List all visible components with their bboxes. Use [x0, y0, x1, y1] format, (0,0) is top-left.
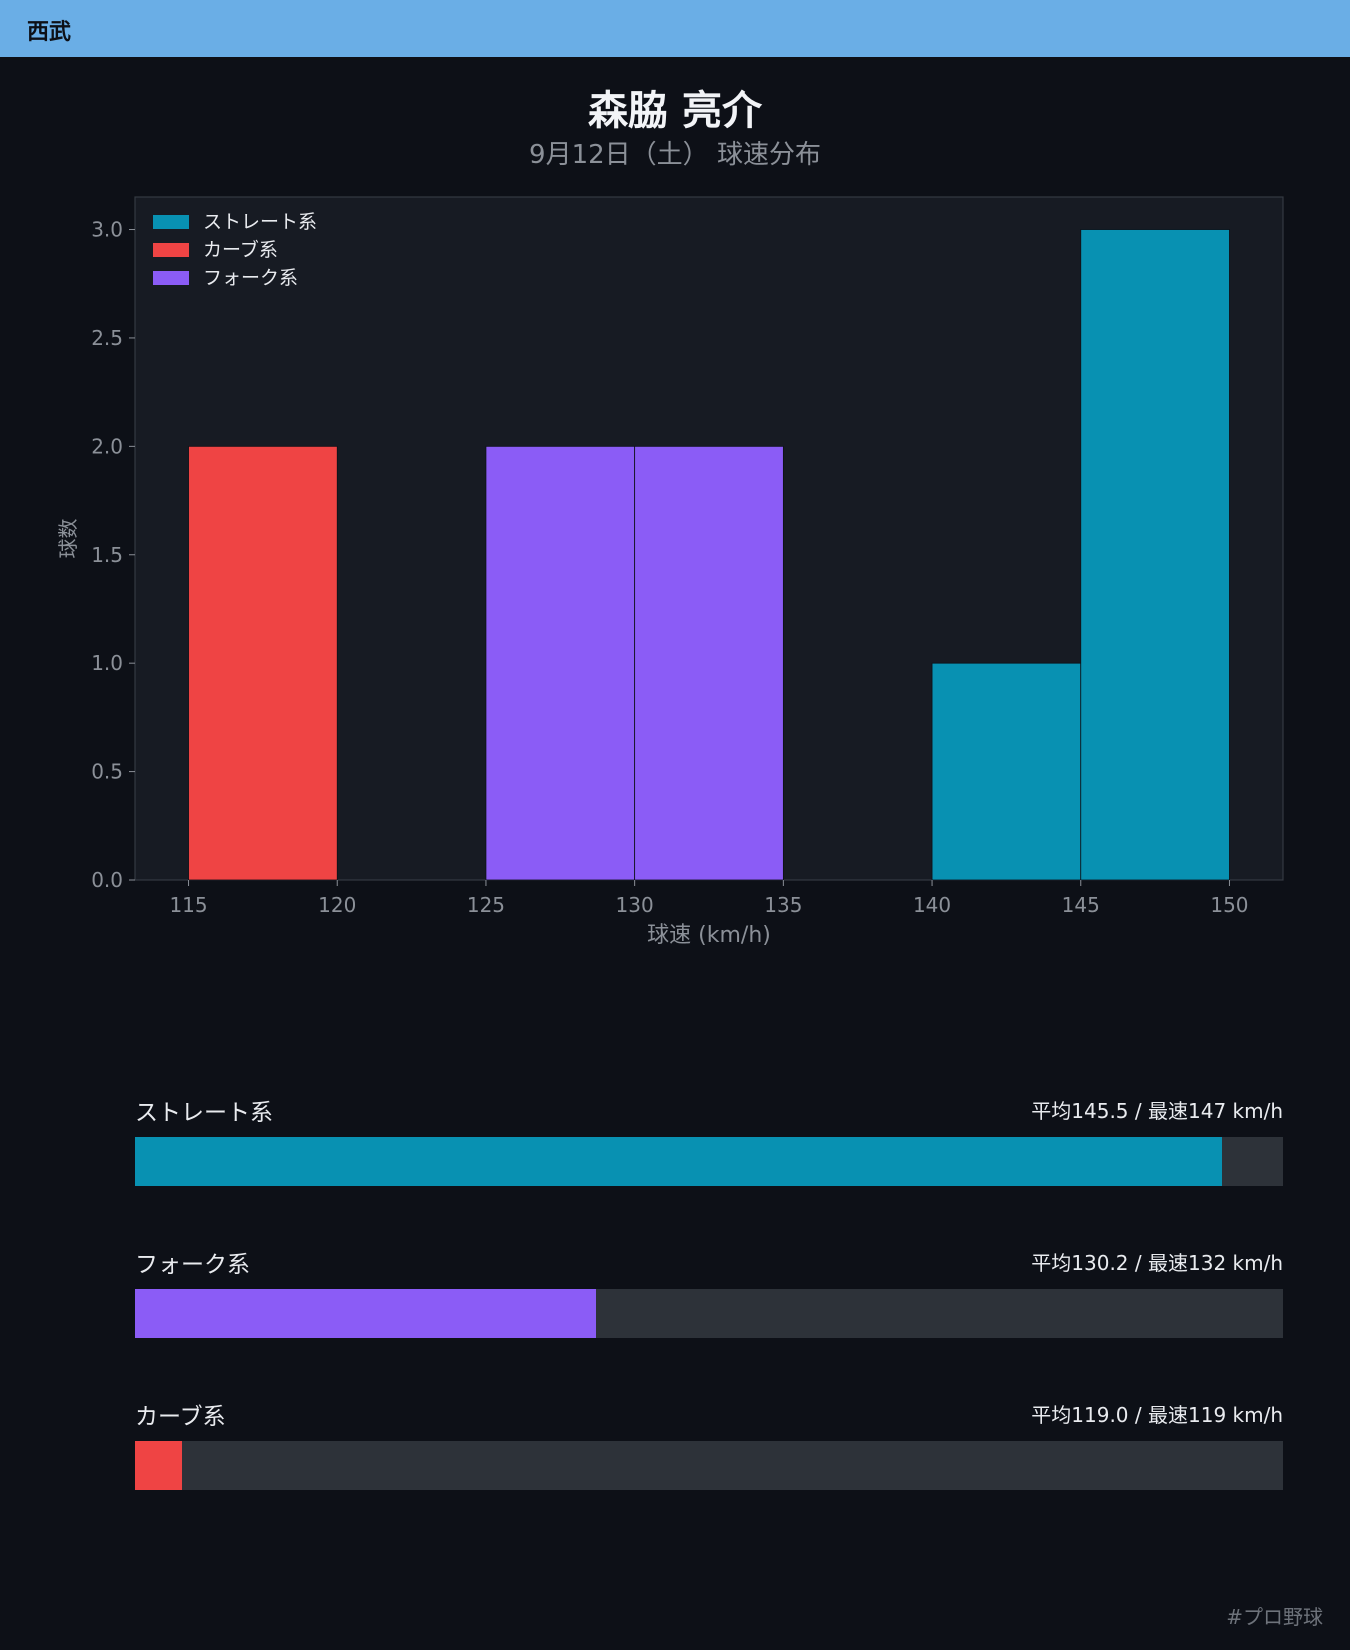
- hashtag: #プロ野球: [1226, 1605, 1323, 1629]
- chart-subtitle: 9月12日（土） 球速分布: [529, 140, 821, 170]
- stat-bar-track: [135, 1289, 1283, 1338]
- stat-pitch-type: フォーク系: [135, 1252, 250, 1278]
- y-tick-label: 0.5: [91, 760, 123, 784]
- velocity-histogram: 115 120 125 130 135 140 145 150 0.0 0.5 1.0 1.5 2.0 2…: [56, 196, 1284, 948]
- y-tick-label: 3.0: [91, 218, 123, 242]
- stat-row: カーブ系 平均119.0 / 最速119 km/h: [135, 1397, 1283, 1497]
- player-name: 森脇 亮介: [588, 88, 762, 134]
- histogram-bar: [931, 662, 1082, 881]
- y-tick-label: 1.5: [91, 543, 123, 567]
- x-tick-label: 120: [318, 893, 356, 917]
- stat-velocity-text: 平均119.0 / 最速119 km/h: [1031, 1403, 1283, 1427]
- histogram-bar: [485, 445, 636, 881]
- stat-velocity-text: 平均145.5 / 最速147 km/h: [1031, 1099, 1283, 1123]
- stat-velocity-text: 平均130.2 / 最速132 km/h: [1031, 1251, 1283, 1275]
- legend-label: フォーク系: [203, 267, 298, 289]
- x-tick-label: 135: [764, 893, 802, 917]
- team-name: 西武: [27, 20, 72, 45]
- legend-swatch: [153, 215, 189, 229]
- stat-row: フォーク系 平均130.2 / 最速132 km/h: [135, 1245, 1283, 1345]
- y-tick-label: 0.0: [91, 868, 123, 892]
- y-tick-label: 2.0: [91, 434, 123, 458]
- x-tick-label: 145: [1062, 893, 1100, 917]
- stat-pitch-type: ストレート系: [135, 1100, 273, 1126]
- x-tick-label: 115: [169, 893, 207, 917]
- histogram-bar: [188, 445, 338, 881]
- x-axis-label: 球速 (km/h): [647, 923, 771, 948]
- legend-swatch: [153, 243, 189, 257]
- stat-pitch-type: カーブ系: [135, 1404, 226, 1430]
- stat-bar-track: [135, 1441, 1283, 1490]
- legend-label: ストレート系: [203, 211, 317, 233]
- histogram-bar: [1080, 229, 1230, 881]
- top-bar: 西武: [0, 0, 1350, 57]
- legend-swatch: [153, 271, 189, 285]
- y-tick-label: 1.0: [91, 651, 123, 675]
- x-tick-label: 125: [467, 893, 505, 917]
- stat-bar-fill: [135, 1137, 1223, 1186]
- y-axis-label: 球数: [56, 519, 80, 559]
- x-tick-label: 130: [616, 893, 654, 917]
- stat-bar-fill: [135, 1289, 597, 1338]
- legend-label: カーブ系: [203, 238, 278, 261]
- histogram-bar: [634, 445, 784, 881]
- stat-bar-track: [135, 1137, 1283, 1186]
- x-tick-label: 150: [1210, 893, 1248, 917]
- stat-row: ストレート系 平均145.5 / 最速147 km/h: [135, 1093, 1283, 1193]
- y-tick-label: 2.5: [91, 326, 123, 350]
- x-tick-label: 140: [913, 893, 951, 917]
- stat-bar-fill: [135, 1441, 183, 1490]
